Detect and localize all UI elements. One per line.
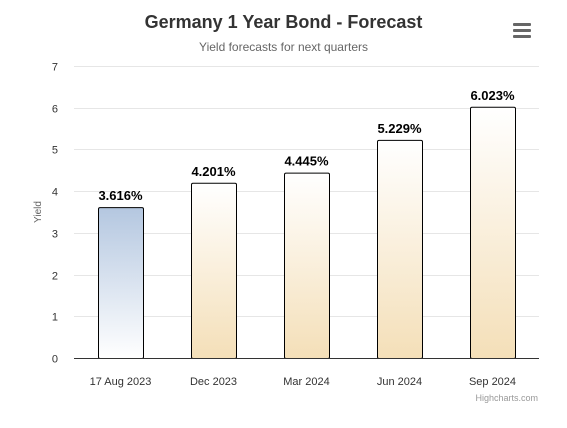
y-tick-label: 2 <box>52 271 58 283</box>
menu-line <box>513 23 531 26</box>
data-label: 5.229% <box>377 121 422 136</box>
data-labels: 3.616% 4.201% 4.445% 5.229% 6.023% <box>98 88 515 203</box>
bars <box>98 106 516 360</box>
bar-sep-2024[interactable] <box>470 106 516 360</box>
y-tick-label: 7 <box>52 62 58 74</box>
data-label: 4.201% <box>191 164 236 179</box>
menu-line <box>513 35 531 38</box>
y-tick-label: 1 <box>52 312 58 324</box>
data-label: 4.445% <box>284 154 329 169</box>
bar-mar-2024[interactable] <box>284 172 330 359</box>
bar-jun-2024[interactable] <box>377 139 423 359</box>
x-tick-label: Mar 2024 <box>283 376 329 388</box>
chart-title: Germany 1 Year Bond - Forecast <box>144 12 423 32</box>
y-tick-label: 0 <box>52 354 58 366</box>
hamburger-menu-icon[interactable] <box>509 20 535 42</box>
y-axis: 0 1 2 3 4 5 6 7 Yield <box>33 62 58 366</box>
chart-subtitle: Yield forecasts for next quarters <box>199 40 368 54</box>
x-tick-label: Jun 2024 <box>377 376 422 388</box>
y-tick-label: 3 <box>52 229 58 241</box>
menu-line <box>513 29 531 32</box>
x-tick-label: Dec 2023 <box>190 376 237 388</box>
credits-link[interactable]: Highcharts.com <box>475 393 538 403</box>
bar-17-aug-2023[interactable] <box>98 207 144 359</box>
x-axis: 17 Aug 2023 Dec 2023 Mar 2024 Jun 2024 Sep 2… <box>74 358 539 388</box>
y-tick-label: 6 <box>52 104 58 116</box>
bar-dec-2023[interactable] <box>191 182 237 359</box>
x-tick-label: Sep 2024 <box>469 376 516 388</box>
data-label: 3.616% <box>98 188 143 203</box>
data-label: 6.023% <box>470 88 515 103</box>
y-tick-label: 5 <box>52 145 58 157</box>
x-tick-label: 17 Aug 2023 <box>90 376 152 388</box>
y-tick-label: 4 <box>52 187 58 199</box>
y-axis-title: Yield <box>33 201 44 223</box>
